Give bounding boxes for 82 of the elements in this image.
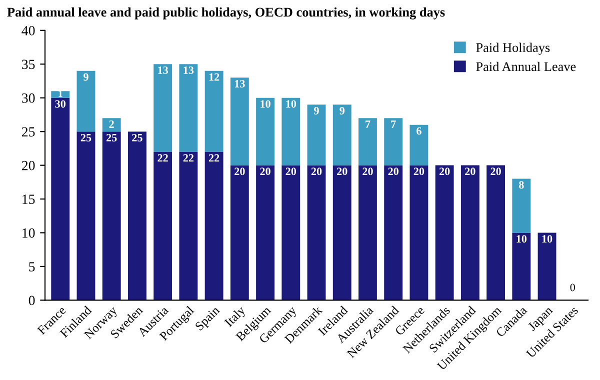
y-tick-label: 30 xyxy=(22,93,35,103)
data-label: 20 xyxy=(337,168,348,176)
data-label: 13 xyxy=(184,66,194,74)
bar xyxy=(486,165,506,300)
bar xyxy=(332,104,352,166)
y-tick-label: 20 xyxy=(22,160,35,170)
data-label: 20 xyxy=(490,168,501,176)
bar xyxy=(102,118,121,132)
bar xyxy=(154,64,172,152)
bar xyxy=(179,64,198,152)
data-label: 30 xyxy=(55,100,66,108)
data-label: 7 xyxy=(366,120,370,128)
bar xyxy=(204,152,224,300)
chart-title: Paid annual leave and paid public holidays, OECD countries, in working days xyxy=(7,7,445,20)
bar xyxy=(384,165,403,300)
data-label: 13 xyxy=(158,66,168,74)
y-tick-label: 40 xyxy=(22,26,35,36)
bar xyxy=(282,98,300,166)
data-label: 0 xyxy=(570,284,575,292)
data-label: 22 xyxy=(158,154,168,162)
data-label: 20 xyxy=(362,168,373,176)
bar xyxy=(332,165,352,300)
y-tick-label: 10 xyxy=(22,228,35,238)
bar xyxy=(435,165,454,300)
bar xyxy=(76,70,96,132)
bar xyxy=(358,165,377,300)
y-tick-label: 35 xyxy=(22,60,35,70)
legend-label: Paid Annual Leave xyxy=(476,62,576,72)
bar xyxy=(230,78,249,166)
y-tick-label: 0 xyxy=(28,296,35,306)
data-label: 20 xyxy=(439,168,450,176)
bar xyxy=(307,165,326,300)
data-label: 22 xyxy=(183,154,194,162)
data-label: 9 xyxy=(84,73,88,81)
bar xyxy=(51,98,70,300)
data-label: 10 xyxy=(516,235,527,243)
data-label: 22 xyxy=(208,154,220,162)
bar xyxy=(256,165,274,300)
bar xyxy=(512,232,531,300)
y-tick-label: 25 xyxy=(22,127,35,137)
bar xyxy=(51,91,70,98)
bar xyxy=(256,98,274,166)
bar xyxy=(282,165,300,300)
data-label: 20 xyxy=(414,168,424,176)
bar xyxy=(128,132,146,300)
bar xyxy=(179,152,198,300)
legend-label: Paid Holidays xyxy=(476,42,550,55)
bar xyxy=(410,165,428,300)
data-label: 12 xyxy=(209,73,220,81)
bar xyxy=(307,104,326,166)
data-label: 13 xyxy=(234,80,245,88)
data-label: 9 xyxy=(340,106,344,114)
data-label: 2 xyxy=(109,120,114,128)
data-label: 20 xyxy=(260,168,270,176)
y-tick-label: 15 xyxy=(22,194,35,204)
data-label: 25 xyxy=(80,134,92,142)
bar xyxy=(538,232,556,300)
bar xyxy=(410,124,428,166)
data-label: 8 xyxy=(519,181,524,189)
bar xyxy=(102,132,121,300)
y-tick-label: 5 xyxy=(29,262,35,272)
data-label: 10 xyxy=(542,235,552,243)
data-label: 20 xyxy=(234,168,245,176)
data-label: 7 xyxy=(391,120,396,128)
data-label: 6 xyxy=(416,127,422,135)
data-label: 20 xyxy=(465,168,476,176)
bar xyxy=(154,152,172,300)
data-label: 20 xyxy=(286,168,296,176)
bar xyxy=(512,178,531,233)
data-label: 10 xyxy=(286,100,296,108)
bar xyxy=(204,70,224,152)
data-label: 10 xyxy=(260,100,270,108)
bar xyxy=(230,165,249,300)
bar xyxy=(384,118,403,166)
data-label: 20 xyxy=(311,168,322,176)
bar xyxy=(358,118,377,166)
bar xyxy=(76,132,96,300)
data-label: 25 xyxy=(106,134,117,142)
data-label: 9 xyxy=(314,106,319,114)
bar xyxy=(460,165,480,300)
data-label: 25 xyxy=(132,134,142,142)
data-label: 20 xyxy=(388,168,398,176)
